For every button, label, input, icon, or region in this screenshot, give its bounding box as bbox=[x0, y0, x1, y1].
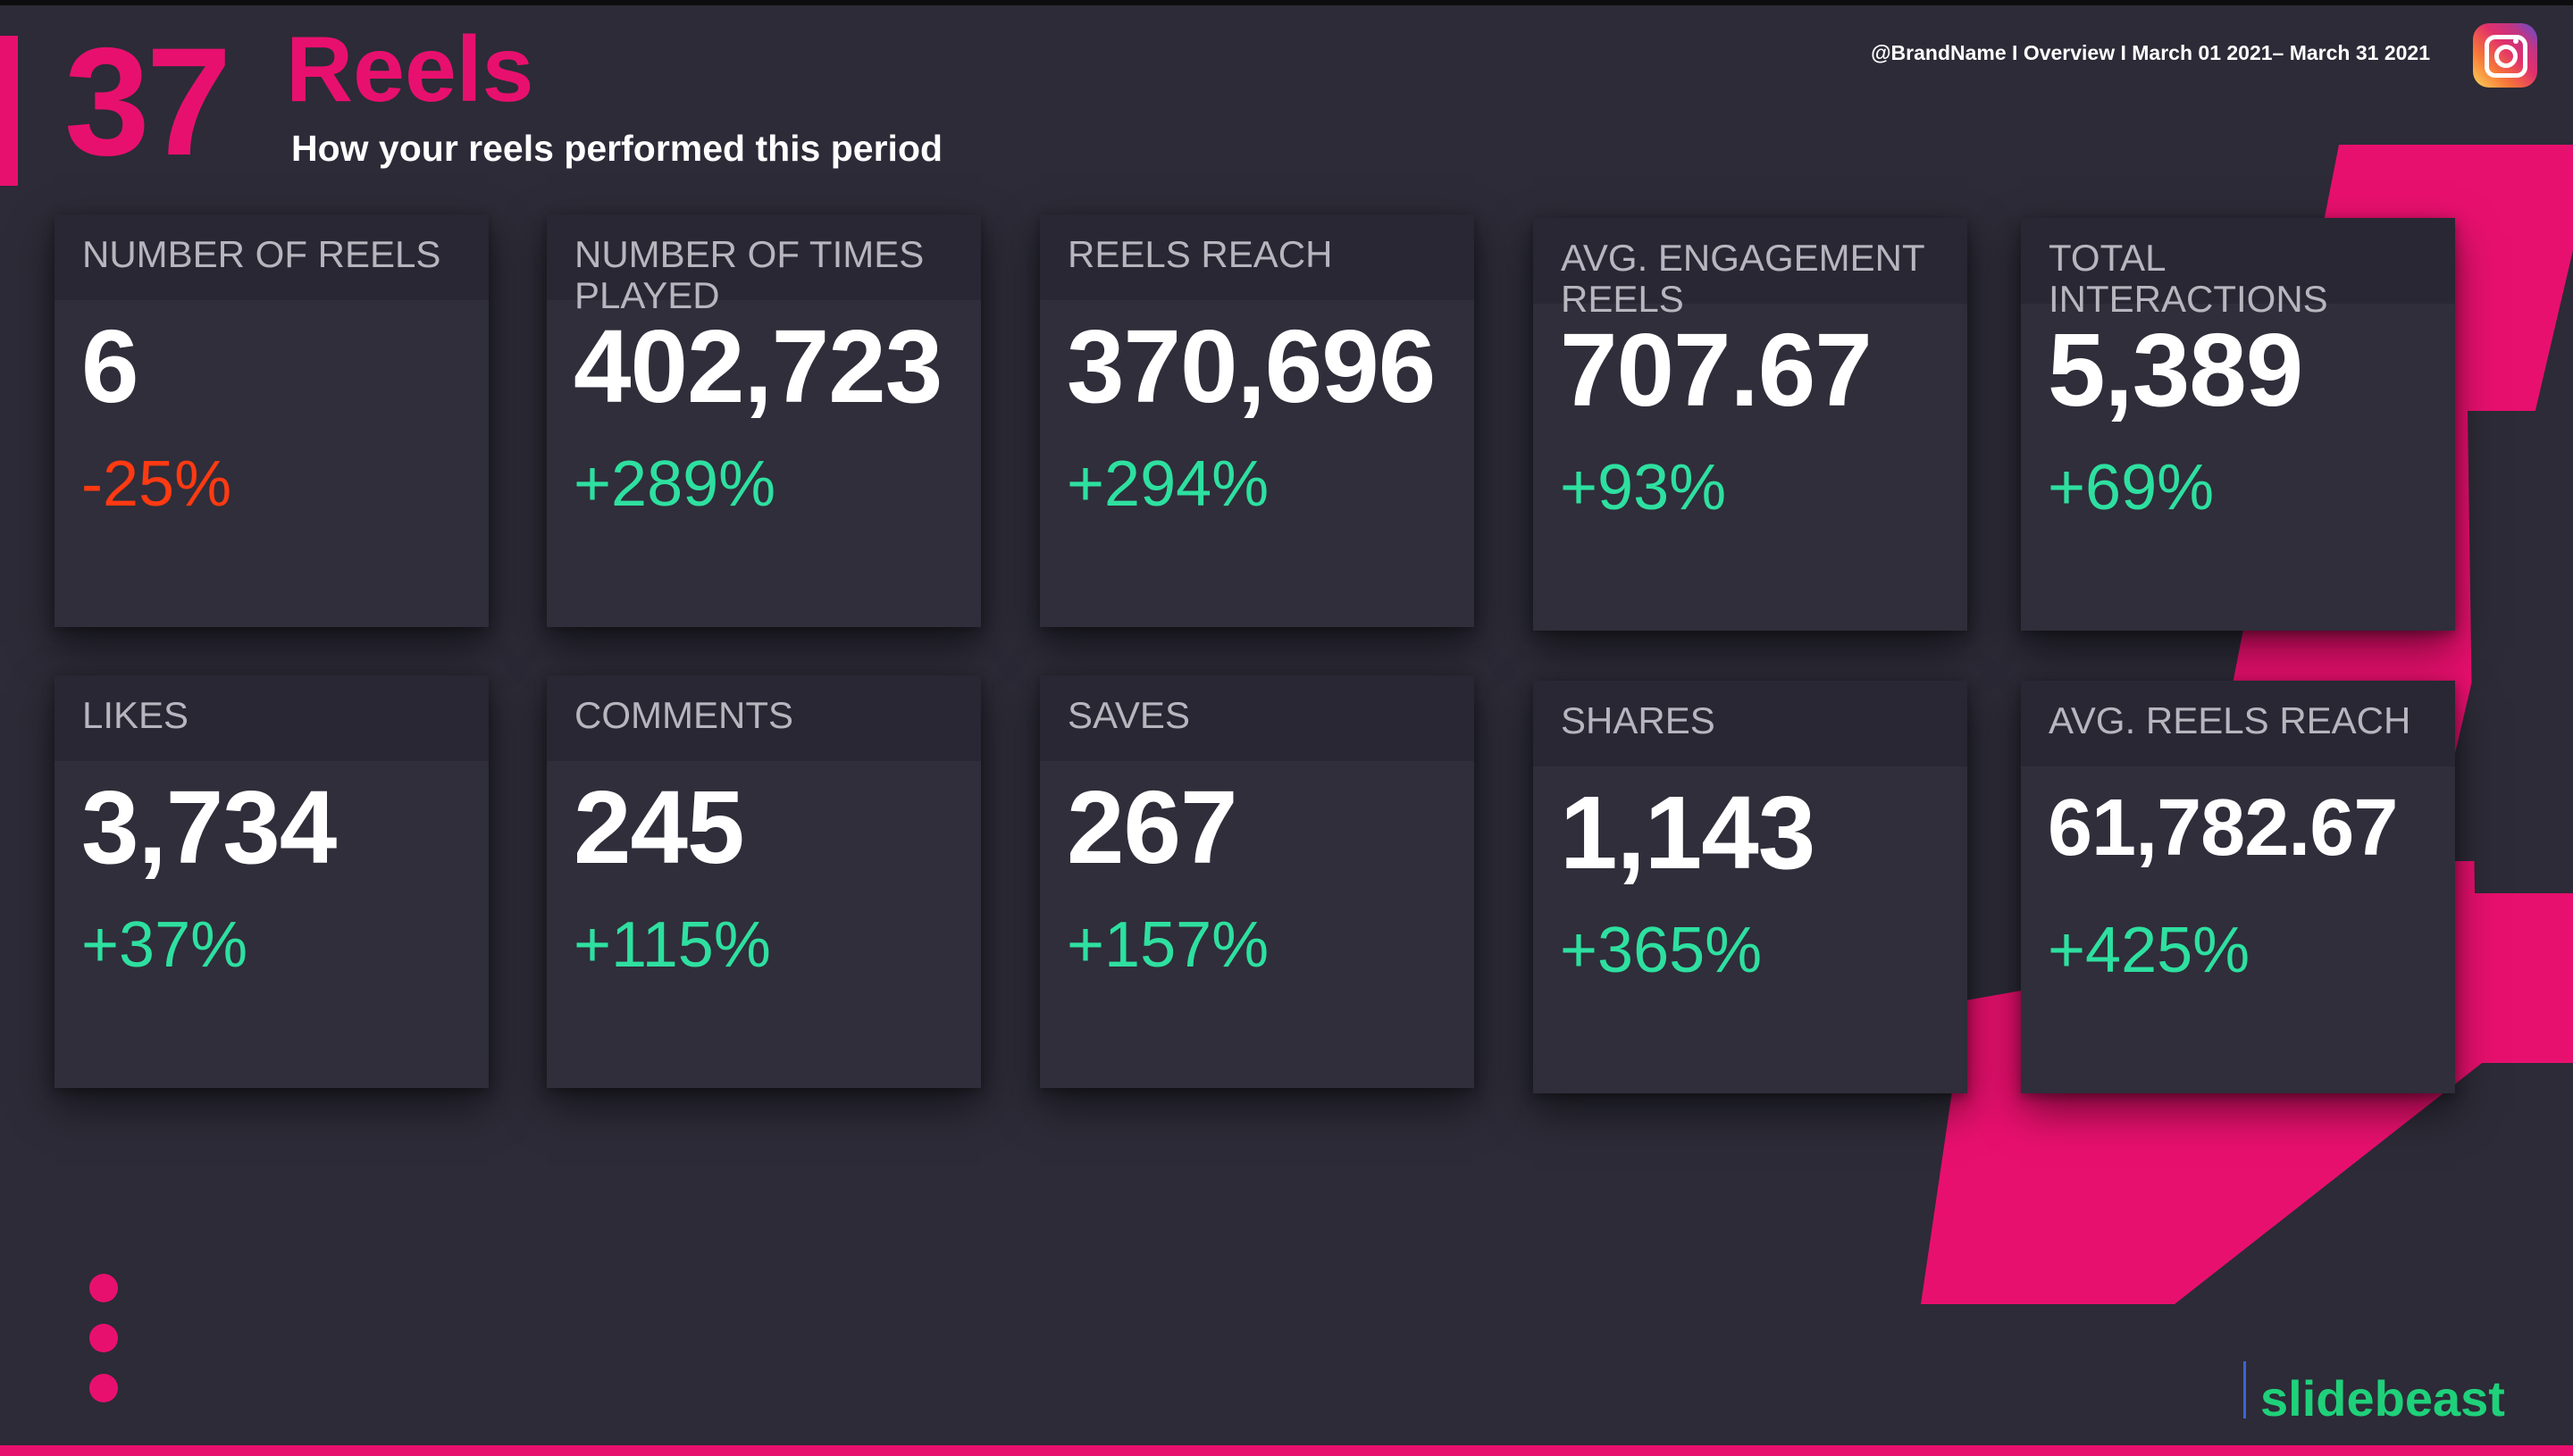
card-header bbox=[2021, 218, 2455, 304]
metric-card-reels-reach: REELS REACH 370,696 +294% bbox=[1040, 214, 1474, 627]
metric-label: LIKES bbox=[82, 694, 189, 736]
metric-card-comments: COMMENTS 245 +115% bbox=[547, 675, 981, 1088]
metric-value: 61,782.67 bbox=[2048, 783, 2398, 873]
metric-change: +294% bbox=[1067, 448, 1270, 520]
metric-value: 1,143 bbox=[1560, 774, 1815, 891]
card-header bbox=[54, 675, 489, 761]
dot bbox=[89, 1374, 118, 1402]
metric-value: 707.67 bbox=[1560, 312, 1873, 428]
report-info: @BrandName I Overview I March 01 2021– M… bbox=[1871, 41, 2430, 64]
card-header bbox=[1533, 681, 1967, 766]
left-accent-bar bbox=[0, 36, 18, 186]
metric-change: +157% bbox=[1067, 909, 1270, 981]
metric-label: COMMENTS bbox=[574, 694, 793, 736]
metric-card-number-of-reels: NUMBER OF REELS 6 -25% bbox=[54, 214, 489, 627]
top-border bbox=[0, 0, 2573, 5]
metric-label: NUMBER OF REELS bbox=[82, 233, 441, 275]
card-header bbox=[1040, 675, 1474, 761]
instagram-icon-dot bbox=[2513, 38, 2519, 44]
instagram-icon-lens bbox=[2494, 45, 2518, 68]
metric-card-total-interactions: TOTAL INTERACTIONS 5,389 +69% bbox=[2021, 218, 2455, 631]
decor-bar-right bbox=[2453, 861, 2573, 1063]
card-header bbox=[547, 214, 981, 300]
metric-label: REELS REACH bbox=[1068, 233, 1333, 275]
metric-card-avg-engagement: AVG. ENGAGEMENT REELS 707.67 +93% bbox=[1533, 218, 1967, 631]
metric-value: 5,389 bbox=[2048, 312, 2303, 428]
bottom-accent-bar bbox=[0, 1445, 2573, 1456]
metric-label: AVG. REELS REACH bbox=[2049, 699, 2411, 741]
metric-change: +365% bbox=[1560, 915, 1763, 986]
metric-label: NUMBER OF TIMES PLAYED bbox=[574, 233, 925, 316]
metric-card-shares: SHARES 1,143 +365% bbox=[1533, 681, 1967, 1093]
decor-triangle bbox=[2468, 411, 2573, 893]
metric-change: +37% bbox=[81, 909, 248, 981]
metric-card-likes: LIKES 3,734 +37% bbox=[54, 675, 489, 1088]
page-number: 37 bbox=[64, 16, 231, 188]
instagram-icon bbox=[2473, 23, 2537, 88]
page-title: Reels bbox=[286, 18, 534, 121]
dot bbox=[89, 1274, 118, 1302]
card-header bbox=[1040, 214, 1474, 300]
dot bbox=[89, 1324, 118, 1352]
metric-change: -25% bbox=[81, 448, 232, 520]
metric-label: AVG. ENGAGEMENT REELS bbox=[1561, 237, 1924, 320]
metric-label: SHARES bbox=[1561, 699, 1715, 741]
metric-value: 370,696 bbox=[1067, 308, 1436, 424]
metric-value: 3,734 bbox=[81, 769, 337, 885]
card-header bbox=[2021, 681, 2455, 766]
metric-card-avg-reels-reach: AVG. REELS REACH 61,782.67 +425% bbox=[2021, 681, 2455, 1093]
metric-change: +425% bbox=[2048, 915, 2250, 986]
card-header bbox=[547, 675, 981, 761]
metric-value: 245 bbox=[574, 769, 745, 885]
page-subtitle: How your reels performed this period bbox=[291, 128, 943, 169]
metric-label: TOTAL INTERACTIONS bbox=[2049, 237, 2328, 320]
metric-value: 6 bbox=[81, 308, 139, 424]
metric-change: +93% bbox=[1560, 452, 1727, 523]
card-header bbox=[54, 214, 489, 300]
vertical-dots-icon[interactable] bbox=[89, 1274, 118, 1424]
metric-value: 267 bbox=[1067, 769, 1238, 885]
metric-card-saves: SAVES 267 +157% bbox=[1040, 675, 1474, 1088]
metric-label: SAVES bbox=[1068, 694, 1190, 736]
instagram-icon-frame bbox=[2485, 35, 2527, 78]
metric-change: +289% bbox=[574, 448, 776, 520]
card-header bbox=[1533, 218, 1967, 304]
metric-change: +115% bbox=[574, 909, 771, 981]
metric-change: +69% bbox=[2048, 452, 2215, 523]
brand-divider bbox=[2243, 1361, 2246, 1418]
slidebeast-logo: slidebeast bbox=[2260, 1370, 2505, 1427]
metric-value: 402,723 bbox=[574, 308, 943, 424]
metric-card-times-played: NUMBER OF TIMES PLAYED 402,723 +289% bbox=[547, 214, 981, 627]
